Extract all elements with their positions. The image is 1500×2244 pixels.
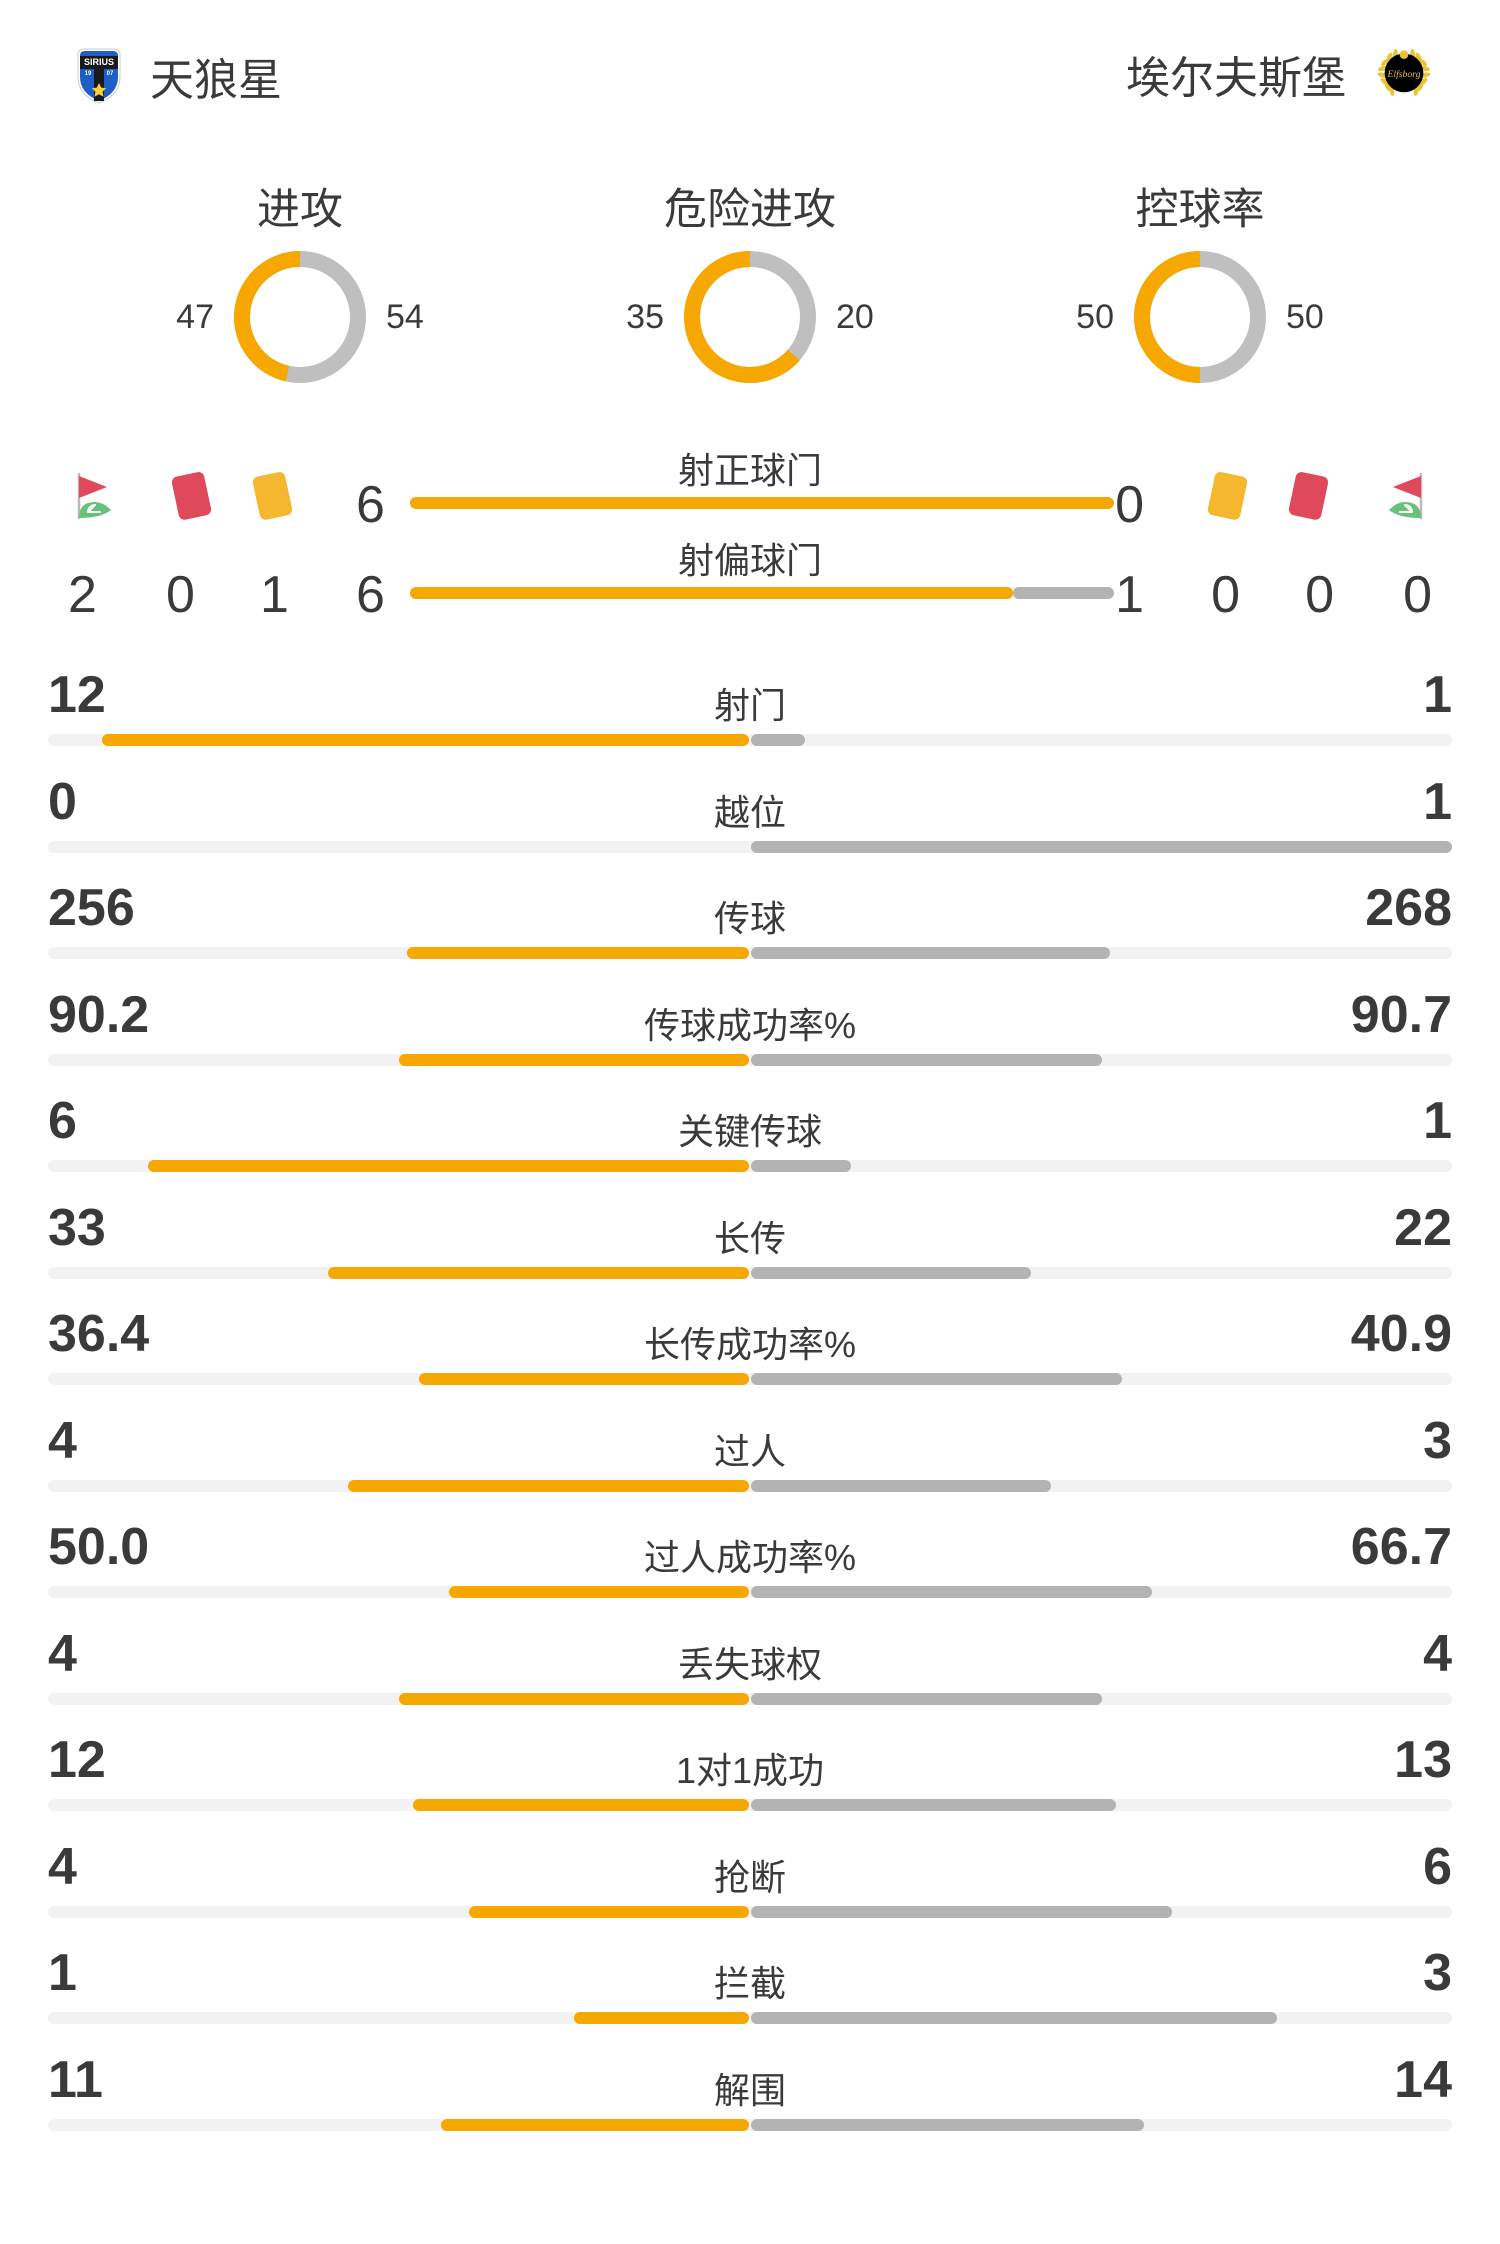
svg-text:SIRIUS: SIRIUS bbox=[84, 57, 114, 67]
svg-text:Elfsborg: Elfsborg bbox=[1386, 69, 1420, 80]
svg-text:19: 19 bbox=[85, 71, 92, 77]
svg-text:07: 07 bbox=[107, 71, 114, 77]
